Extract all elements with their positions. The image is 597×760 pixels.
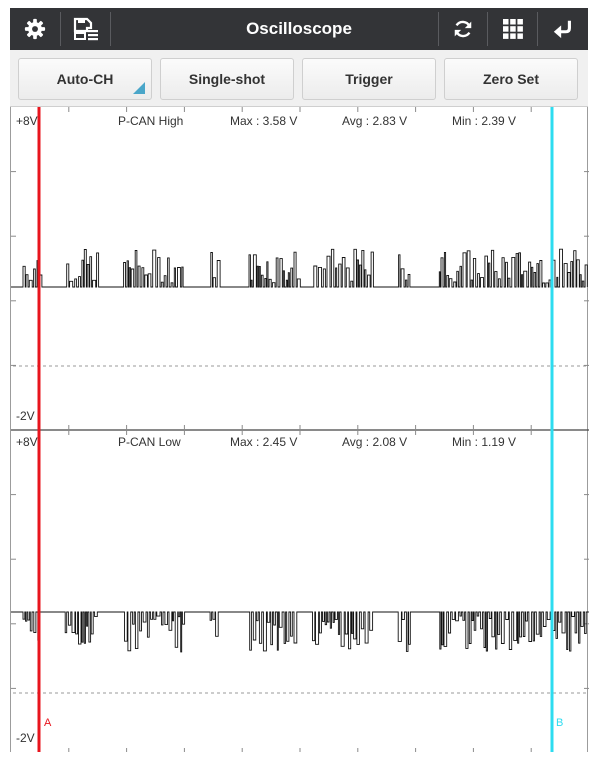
grid-button[interactable] xyxy=(488,8,537,50)
zero-set-button[interactable]: Zero Set xyxy=(444,58,578,100)
waveform-canvas xyxy=(11,107,589,752)
waveform-trace-low xyxy=(11,611,589,653)
toolbar: Oscilloscope xyxy=(10,8,588,50)
return-button[interactable] xyxy=(538,8,588,50)
refresh-icon xyxy=(454,20,472,38)
grid-icon xyxy=(502,19,523,39)
dropdown-corner-icon xyxy=(133,82,145,94)
save-button[interactable] xyxy=(61,8,110,50)
trigger-button[interactable]: Trigger xyxy=(302,58,436,100)
ch1-scale-top: +8V xyxy=(16,114,38,128)
ch2-avg: Avg : 2.08 V xyxy=(342,435,408,449)
refresh-button[interactable] xyxy=(439,8,487,50)
return-icon xyxy=(553,20,571,39)
ch2-scale-top: +8V xyxy=(16,435,38,449)
ch2-scale-bottom: -2V xyxy=(16,731,35,745)
single-shot-button[interactable]: Single-shot xyxy=(160,58,294,100)
ch2-max: Max : 2.45 V xyxy=(230,435,298,449)
zero-set-label: Zero Set xyxy=(482,71,539,87)
function-button-bar: Auto-CH Single-shot Trigger Zero Set xyxy=(10,50,588,107)
single-shot-label: Single-shot xyxy=(188,71,266,87)
tick-marks xyxy=(11,107,589,752)
ch1-avg: Avg : 2.83 V xyxy=(342,114,408,128)
ch2-min: Min : 1.19 V xyxy=(452,435,517,449)
trigger-label: Trigger xyxy=(345,71,393,87)
waveform-trace-high xyxy=(11,248,588,288)
settings-button[interactable] xyxy=(10,8,60,50)
auto-ch-label: Auto-CH xyxy=(56,71,114,87)
auto-ch-button[interactable]: Auto-CH xyxy=(18,58,152,100)
cursor-a-label: A xyxy=(44,717,52,729)
gear-icon xyxy=(24,18,46,40)
cursor-b-label: B xyxy=(556,717,564,729)
oscilloscope-display[interactable]: +8V P-CAN High Max : 3.58 V Avg : 2.83 V… xyxy=(10,107,589,752)
save-file-icon xyxy=(73,17,98,41)
ch1-name: P-CAN High xyxy=(118,114,184,128)
ch1-max: Max : 3.58 V xyxy=(230,114,298,128)
page-title: Oscilloscope xyxy=(246,19,352,38)
ch2-name: P-CAN Low xyxy=(118,435,181,449)
ch1-min: Min : 2.39 V xyxy=(452,114,517,128)
ch1-scale-bottom: -2V xyxy=(16,409,35,423)
